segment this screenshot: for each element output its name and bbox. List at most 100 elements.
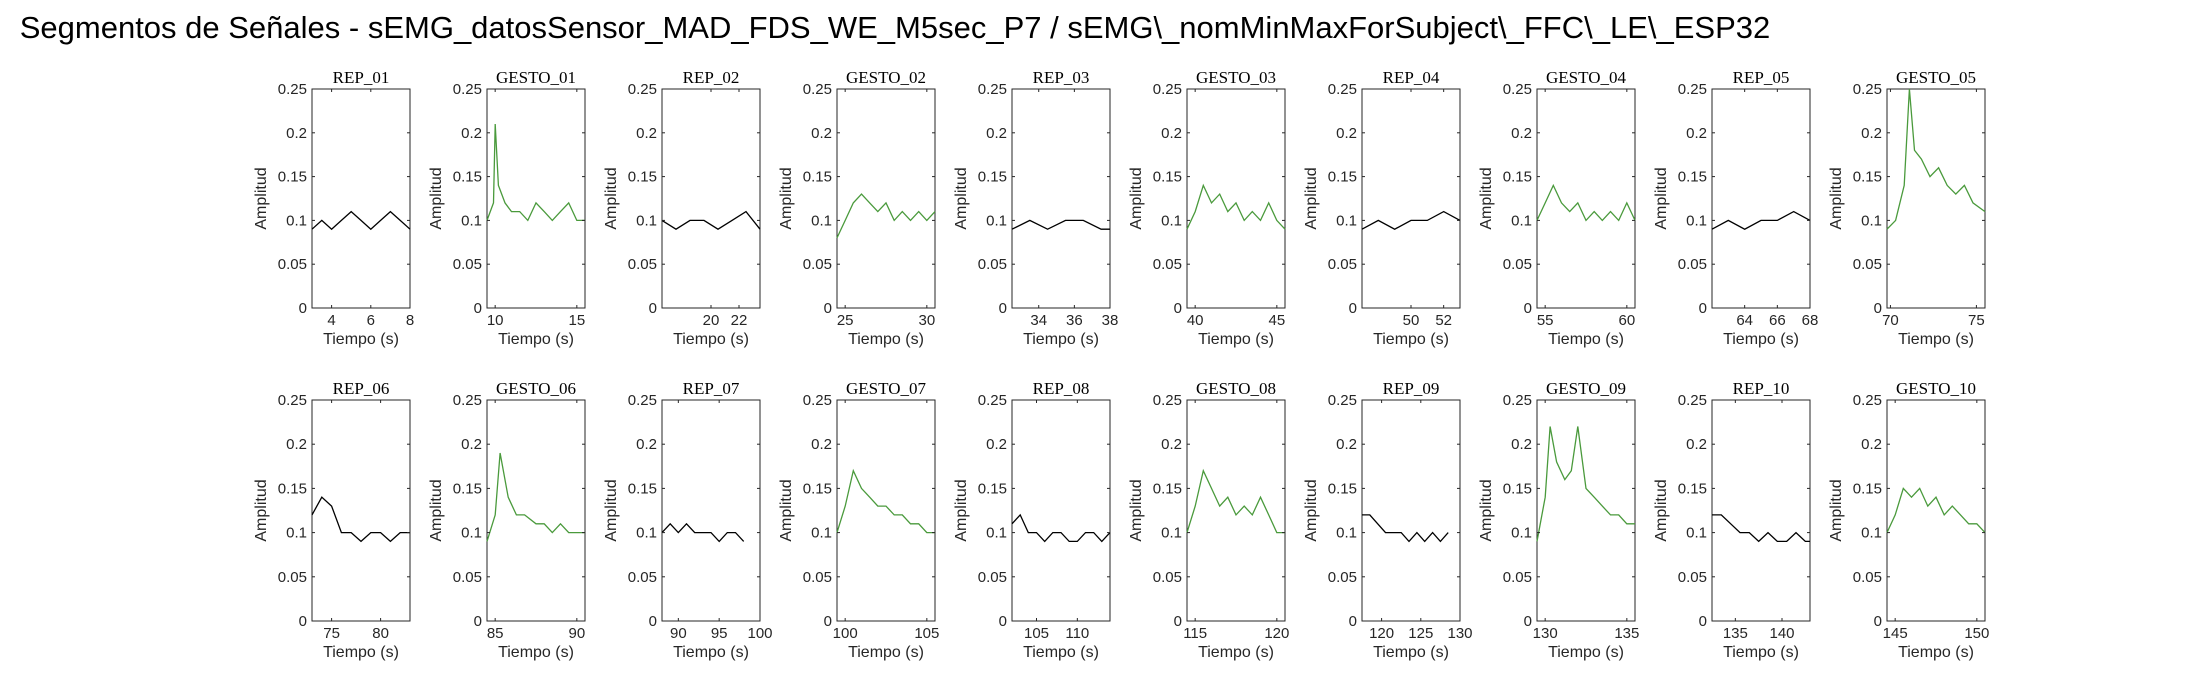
subplot-title: GESTO_04 <box>1546 68 1626 87</box>
subplot-rep-03: 0 0.05 0.1 0.15 0.2 0.25 34 36 38 REP_03 Tiempo (s… <box>953 68 1118 348</box>
x-tick-label: 100 <box>833 625 858 642</box>
y-tick-label: 0.05 <box>453 569 482 586</box>
x-tick-label: 130 <box>1533 625 1558 642</box>
series-line <box>661 210 761 230</box>
y-tick-label: 0.1 <box>811 212 832 229</box>
x-axis-label: Tiempo (s) <box>1373 331 1449 348</box>
y-axis-label: Amplitud <box>1303 479 1320 541</box>
x-axis-label: Tiempo (s) <box>498 644 574 661</box>
plot-frame <box>311 88 411 309</box>
series-line <box>311 496 410 543</box>
y-tick-label: 0.05 <box>628 569 657 586</box>
x-tick-label: 140 <box>1769 625 1794 642</box>
y-axis-label: Amplitud <box>1478 167 1495 229</box>
y-tick-label: 0.05 <box>278 256 307 273</box>
y-tick-label: 0.25 <box>1153 392 1182 409</box>
subplot-rep-05: 0 0.05 0.1 0.15 0.2 0.25 64 66 68 REP_05 Tiempo (s… <box>1653 68 1818 348</box>
y-tick-label: 0.2 <box>1511 125 1532 142</box>
y-tick-label: 0.2 <box>1861 125 1882 142</box>
y-tick-label: 0 <box>999 300 1007 317</box>
y-tick-label: 0 <box>824 613 832 630</box>
plot-frame <box>1711 399 1811 622</box>
y-tick-label: 0 <box>474 300 482 317</box>
x-tick-label: 25 <box>837 312 854 329</box>
y-tick-label: 0 <box>649 613 657 630</box>
x-tick-label: 100 <box>747 625 772 642</box>
x-tick-label: 110 <box>1065 625 1089 642</box>
plot-frame <box>1361 399 1461 622</box>
series-line <box>311 210 411 231</box>
figure-title: Segmentos de Señales - sEMG_datosSensor_… <box>19 10 1771 45</box>
y-tick-label: 0.2 <box>1161 436 1182 453</box>
y-tick-label: 0.15 <box>628 480 657 497</box>
subplot-gesto-08: 0 0.05 0.1 0.15 0.2 0.25 115 120 GESTO_08 Tiempo … <box>1128 379 1289 661</box>
y-axis-label: Amplitud <box>603 479 620 541</box>
series-line <box>1011 219 1110 230</box>
y-tick-label: 0.2 <box>986 125 1007 142</box>
y-tick-label: 0.15 <box>978 169 1007 186</box>
plot-frame <box>836 88 936 309</box>
x-tick-label: 145 <box>1883 625 1908 642</box>
y-tick-label: 0.25 <box>803 81 832 98</box>
y-axis-label: Amplitud <box>778 167 795 229</box>
x-tick-label: 20 <box>703 312 720 329</box>
y-tick-label: 0.2 <box>636 125 657 142</box>
y-axis-label: Amplitud <box>253 479 270 541</box>
series-line <box>1362 514 1449 543</box>
y-tick-label: 0.1 <box>1336 525 1357 542</box>
y-tick-label: 0.05 <box>1853 256 1882 273</box>
x-tick-label: 8 <box>406 312 414 329</box>
x-tick-label: 135 <box>1723 625 1748 642</box>
subplot-gesto-05: 0 0.05 0.1 0.15 0.2 0.25 70 75 GESTO_05 Tiempo (s… <box>1828 68 1986 348</box>
y-tick-label: 0.1 <box>1511 525 1532 542</box>
x-axis-label: Tiempo (s) <box>1548 644 1624 661</box>
x-tick-label: 22 <box>731 312 748 329</box>
y-tick-label: 0.15 <box>1853 480 1882 497</box>
plot-frame <box>661 88 761 309</box>
x-tick-label: 4 <box>327 312 335 329</box>
y-tick-label: 0.15 <box>1503 169 1532 186</box>
series-line <box>836 193 936 239</box>
subplot-rep-10: 0 0.05 0.1 0.15 0.2 0.25 135 140 REP_10 Tiempo (s… <box>1653 379 1811 661</box>
subplot-title: REP_08 <box>1033 379 1090 398</box>
y-tick-label: 0.1 <box>1686 212 1707 229</box>
y-tick-label: 0.05 <box>1678 569 1707 586</box>
x-tick-label: 105 <box>914 625 939 642</box>
series-line <box>1536 426 1635 542</box>
y-tick-label: 0.1 <box>636 525 657 542</box>
y-tick-label: 0.2 <box>1686 436 1707 453</box>
y-tick-label: 0.15 <box>278 480 307 497</box>
y-tick-label: 0.1 <box>636 212 657 229</box>
subplot-title: GESTO_10 <box>1896 379 1976 398</box>
series-line <box>1712 514 1810 543</box>
x-tick-label: 30 <box>918 312 935 329</box>
x-axis-label: Tiempo (s) <box>323 644 399 661</box>
y-tick-label: 0.25 <box>453 392 482 409</box>
subplot-title: GESTO_07 <box>846 379 926 398</box>
plot-frame <box>661 399 761 622</box>
y-tick-label: 0.1 <box>1336 212 1357 229</box>
x-axis-label: Tiempo (s) <box>1198 644 1274 661</box>
x-axis-label: Tiempo (s) <box>673 644 749 661</box>
y-axis-label: Amplitud <box>428 479 445 541</box>
subplot-rep-06: 0 0.05 0.1 0.15 0.2 0.25 75 80 REP_06 Tiempo (s) A… <box>253 379 411 661</box>
y-tick-label: 0.1 <box>811 525 832 542</box>
x-tick-label: 40 <box>1187 312 1204 329</box>
subplot-title: REP_06 <box>333 379 390 398</box>
y-tick-label: 0.25 <box>453 81 482 98</box>
y-tick-label: 0.25 <box>1328 81 1357 98</box>
y-tick-label: 0.2 <box>811 436 832 453</box>
y-tick-label: 0.15 <box>453 169 482 186</box>
y-tick-label: 0.1 <box>286 212 307 229</box>
y-tick-label: 0.1 <box>986 212 1007 229</box>
series-line <box>486 123 585 222</box>
x-tick-label: 120 <box>1369 625 1394 642</box>
subplot-rep-02: 0 0.05 0.1 0.15 0.2 0.25 20 22 REP_02 Tiempo (s) A… <box>603 68 761 348</box>
plot-frame <box>1186 399 1286 622</box>
y-tick-label: 0 <box>824 300 832 317</box>
y-axis-label: Amplitud <box>428 167 445 229</box>
y-tick-label: 0.2 <box>1161 125 1182 142</box>
y-tick-label: 0 <box>1699 300 1707 317</box>
subplot-gesto-07: 0 0.05 0.1 0.15 0.2 0.25 100 105 GESTO_07 Tiempo … <box>778 379 939 661</box>
y-axis-label: Amplitud <box>1653 479 1670 541</box>
